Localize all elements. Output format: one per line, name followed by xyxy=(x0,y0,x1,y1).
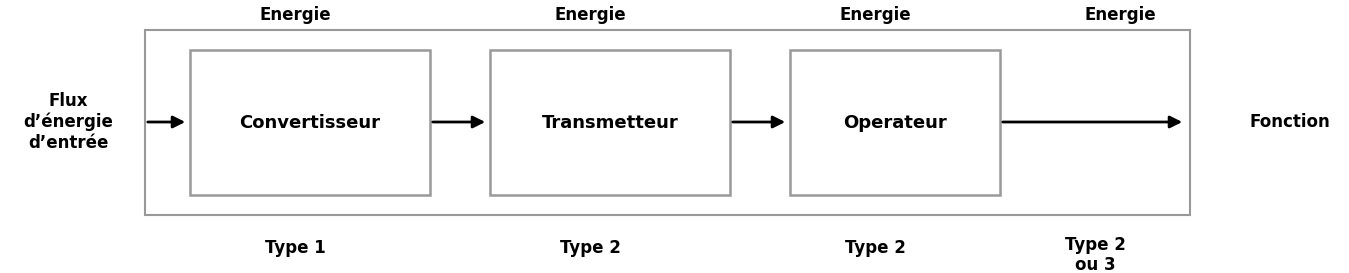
Bar xyxy=(490,50,730,195)
Bar xyxy=(791,50,1000,195)
Text: Energie: Energie xyxy=(1085,6,1156,24)
Text: Convertisseur: Convertisseur xyxy=(240,114,380,132)
Text: Energie: Energie xyxy=(839,6,911,24)
Text: Type 2: Type 2 xyxy=(844,239,905,257)
Text: Energie: Energie xyxy=(259,6,331,24)
Text: Transmetteur: Transmetteur xyxy=(542,114,679,132)
Text: Operateur: Operateur xyxy=(843,114,947,132)
Text: Type 2
ou 3: Type 2 ou 3 xyxy=(1064,236,1125,273)
Text: Flux
d’énergie
d’entrée: Flux d’énergie d’entrée xyxy=(23,92,113,152)
Bar xyxy=(144,30,1190,215)
Text: Type 1: Type 1 xyxy=(264,239,325,257)
Text: Fonction: Fonction xyxy=(1249,113,1330,131)
Text: Energie: Energie xyxy=(554,6,626,24)
Bar xyxy=(190,50,430,195)
Text: Type 2: Type 2 xyxy=(560,239,621,257)
